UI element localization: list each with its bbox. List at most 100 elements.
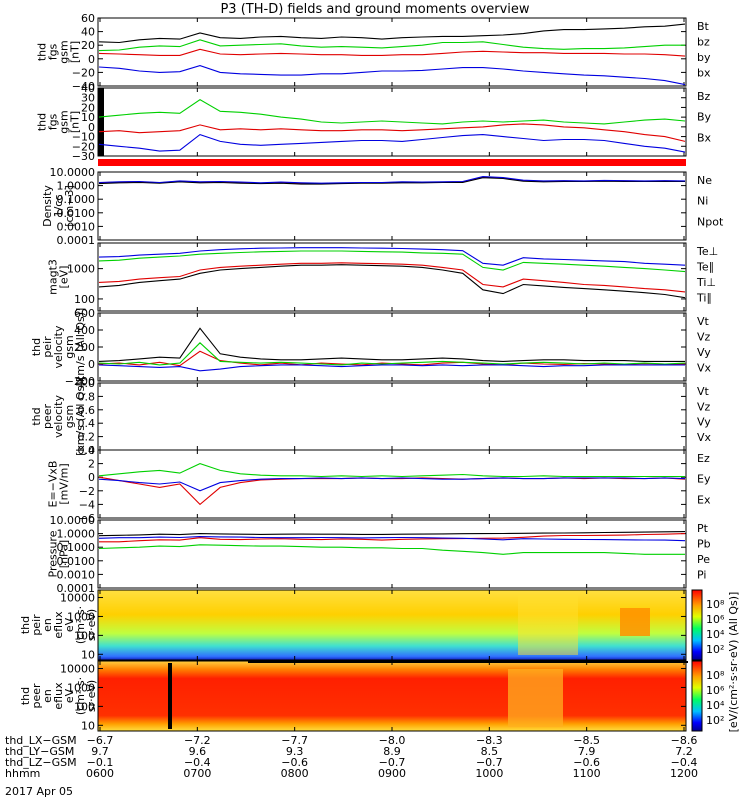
x-tick-label: 1200 (670, 767, 698, 780)
legend-entry: Bx (697, 131, 712, 144)
y-tick-label: 0.0001 (57, 582, 96, 595)
x-tick-label: −0.6 (573, 756, 600, 769)
y-tick-label: −200 (65, 375, 95, 388)
y-axis-label-line: thd (36, 113, 49, 131)
legend-entry: bx (697, 67, 711, 80)
y-tick-label: −40 (72, 80, 95, 93)
panel-9: 10000 1000 100 10 thdpeirenefluxeV(cm²·s·sr·… (19, 589, 687, 661)
y-tick-label: 100 (74, 700, 95, 713)
y-axis-label: thdpeervelocitygsm[km/s (All Qs)] (30, 377, 87, 456)
y-axis-label-line: [nT] (69, 111, 82, 133)
x-tick-label: 0800 (281, 767, 309, 780)
series-line-Te⊥ (98, 262, 686, 293)
series-line-Pi (98, 536, 686, 542)
y-tick-label: 10 (81, 648, 95, 661)
series-line-Vt (98, 327, 685, 362)
panel-6: 1.00.80.60.40.20.0thdpeervelocitygsm[km/… (30, 377, 712, 457)
y-tick-label: 0.2 (78, 431, 96, 444)
y-tick-label: 10.0000 (50, 514, 96, 527)
colorbar-bar (691, 589, 703, 661)
y-tick-label: 20 (81, 39, 95, 52)
y-tick-label: 0 (88, 53, 95, 66)
y-tick-label: 2 (88, 458, 95, 471)
series-line-bx (98, 65, 686, 86)
y-axis-label-line: [nT] (69, 41, 82, 63)
panels: 6040200−20−40thdfgsgsm[nT]Btbzbybx403020… (19, 12, 740, 732)
y-axis-label-line: thd (30, 407, 43, 425)
colorbar-label: [eV/(cm²·s·sr·eV) (All Qs)] (727, 592, 740, 733)
flag-bar (98, 159, 686, 166)
x-tick-label: 0900 (378, 767, 406, 780)
y-tick-label: 0.0001 (57, 234, 96, 247)
series-line-Ex (98, 477, 686, 492)
x-tick-label: −8.0 (379, 734, 406, 747)
colorbar-2: 10⁸ 10⁶ 10⁴ 10² (691, 660, 725, 732)
legend-entry: Vx (697, 431, 712, 444)
y-axis-label-line: sr·eV) (85, 609, 98, 641)
y-tick-label: 10.0000 (50, 166, 96, 179)
y-axis-label-line: [km/s (All Qs)] (74, 308, 87, 387)
series-line-by (98, 39, 685, 52)
legend-entry: Pt (697, 522, 709, 535)
y-tick-label: −20 (72, 66, 95, 79)
y-axis-label: E=−VxB[mV/m] (47, 461, 71, 508)
y-axis-label: magt3[eV] (47, 259, 71, 295)
x-tick-label: −0.7 (379, 756, 406, 769)
legend-entry: Vx (697, 362, 712, 375)
legend-entry: Vt (697, 385, 710, 398)
panel-frame (97, 312, 687, 382)
legend-entry: Ti⊥ (696, 276, 716, 289)
legend-entry: Ni (697, 195, 708, 208)
y-axis-label-line: 1/cc (52, 195, 65, 218)
y-tick-label: 10000 (60, 663, 95, 676)
y-tick-label: −10 (72, 131, 95, 144)
y-tick-label: 30 (81, 92, 95, 105)
x-tick-label: −6.7 (87, 734, 114, 747)
y-axis-label-line: [km/s (All Qs)] (74, 377, 87, 456)
colorbar-tick: 10⁴ (706, 699, 725, 712)
x-tick-label: 9.6 (189, 745, 207, 758)
y-axis-label-line: magt3 (47, 259, 60, 295)
legend-entry: Npot (697, 215, 724, 228)
x-tick-label: −0.4 (671, 756, 698, 769)
series-line-Bz (98, 123, 686, 142)
x-row-label: thd_LX−GSM (5, 734, 77, 747)
legend-entry: By (697, 111, 712, 124)
y-axis-label-line: peir (30, 614, 43, 636)
y-axis-label-line: peir (41, 336, 54, 358)
y-tick-label: 600 (74, 307, 95, 320)
series-line-Pb (99, 533, 686, 543)
y-axis-label-line: thd (36, 43, 49, 61)
y-axis-label-line: en (41, 689, 54, 703)
x-tick-label: −8.5 (573, 734, 600, 747)
x-tick-label: 7.2 (675, 745, 693, 758)
y-axis-label: thdfgsgsm[nT] (36, 110, 82, 133)
legend-entry: Te∥ (696, 261, 714, 274)
legend-entry: Pi (697, 569, 706, 582)
y-tick-label: 10 (81, 111, 95, 124)
legend-entry: Vz (697, 331, 711, 344)
y-tick-label: 0.0100 (57, 555, 96, 568)
y-tick-label: −30 (72, 150, 95, 163)
y-axis-label-line: eflux (52, 682, 65, 710)
panel-frame (97, 382, 687, 451)
y-axis-label-line: [nPa] (58, 540, 71, 568)
spectrogram-feature (168, 663, 172, 729)
y-axis-label-line: [mV/m] (58, 463, 71, 504)
legend-entry: bz (697, 36, 710, 49)
panel-frame (97, 519, 687, 589)
panel-10: 10000 1000 100 10 thdpeerenefluxeV(cm²·s·sr·… (19, 660, 688, 732)
x-tick-label: 9.3 (286, 745, 304, 758)
series-line-Ti∥ (98, 247, 686, 266)
series-line-Vy (98, 342, 686, 366)
y-tick-label: 1000 (67, 610, 95, 623)
y-tick-label: 0.1000 (57, 541, 96, 554)
y-tick-label: 0.0 (78, 444, 96, 457)
y-axis-label: Density1/cc[cm−3] (41, 185, 76, 227)
y-tick-label: 0.0010 (57, 220, 96, 233)
y-axis-label-line: gsm (63, 335, 76, 358)
